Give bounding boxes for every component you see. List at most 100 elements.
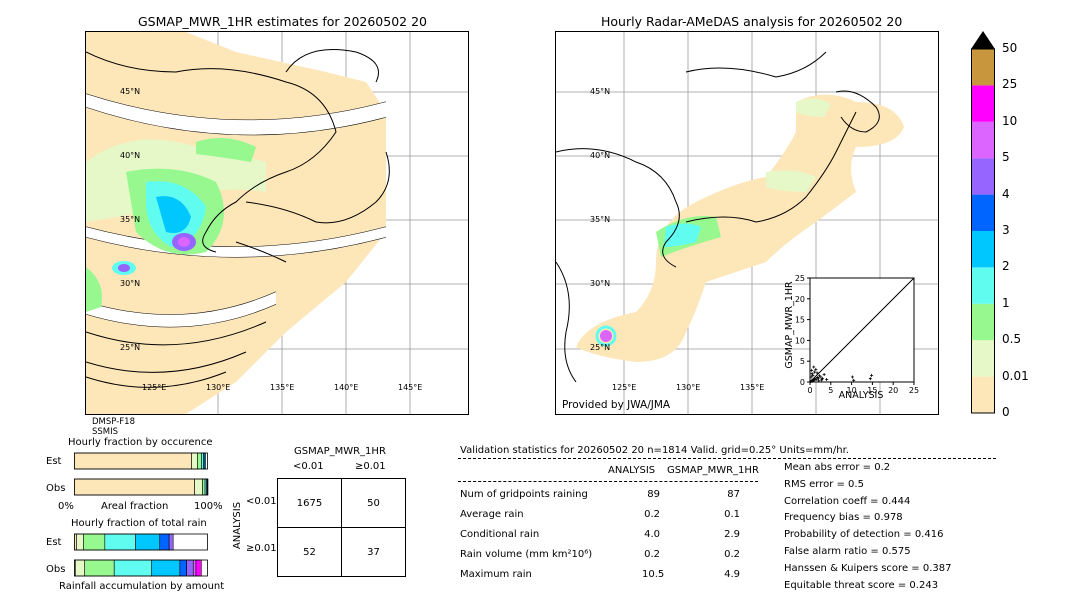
scatter-point [814, 368, 818, 372]
scatter-point [809, 375, 813, 379]
occ-cat-est: Est [46, 456, 62, 467]
left-lon-130: 130°E [206, 383, 230, 392]
left-map: 45°N 40°N 35°N 30°N 25°N 125°E 130°E 135… [85, 31, 469, 415]
scatter-ytick-label: 10 [795, 336, 805, 345]
val-score: Correlation coeff = 0.444 [784, 495, 911, 507]
ct-cell-11: 37 [341, 527, 406, 577]
occ-xlabel: Areal fraction [101, 501, 169, 512]
fraction-bar-segment [194, 478, 203, 496]
sensor-line-1: DMSP-F18 [92, 417, 135, 427]
scatter-xtick-label: 10 [847, 386, 857, 395]
val-row-label: Rain volume (mm km²10⁶) [460, 549, 593, 560]
scatter-point [868, 377, 872, 381]
colorbar-canvas [971, 31, 995, 414]
fraction-bar-frame [74, 478, 208, 496]
ct-col-2: ≥0.01 [355, 461, 386, 472]
scatter-point [810, 368, 814, 372]
rain-chart [74, 533, 208, 577]
left-lat-45: 45°N [120, 87, 140, 96]
val-row-analysis: 0.2 [644, 509, 660, 520]
val-row-gsmap: 4.9 [724, 569, 740, 580]
val-score: Hanssen & Kuipers score = 0.387 [784, 562, 952, 574]
ct-cell-01: 50 [341, 478, 406, 528]
colorbar-frame [971, 48, 995, 414]
left-lat-35: 35°N [120, 215, 140, 224]
colorbar-segment [971, 303, 995, 341]
rain-title: Hourly fraction of total rain [71, 518, 207, 529]
left-map-coastline [86, 49, 390, 263]
colorbar-label: 25 [1002, 77, 1018, 92]
rain-cat-obs: Obs [46, 564, 66, 575]
colorbar-label: 5 [1002, 150, 1010, 165]
occ-title: Hourly fraction by occurence [68, 437, 213, 448]
fraction-bar-segment [202, 478, 206, 496]
colorbar-segment [971, 340, 995, 377]
val-divider-mid [458, 481, 758, 482]
scatter-xtick-label: 0 [807, 386, 812, 395]
occ-tick-0: 0% [58, 501, 74, 512]
colorbar-segment [971, 49, 995, 86]
rain-cat-est: Est [46, 537, 62, 548]
left-lon-145: 145°E [398, 383, 422, 392]
fraction-bar-segment [151, 559, 181, 577]
right-lon-130: 130°E [676, 383, 700, 392]
scatter-xlabel: ANALYSIS [839, 390, 884, 401]
scatter-point [812, 378, 816, 382]
colorbar-label: 3 [1002, 223, 1010, 237]
colorbar-segment [971, 267, 995, 304]
val-score: Frequency bias = 0.978 [784, 512, 903, 524]
fraction-bar-segment [201, 452, 204, 470]
colorbar-label: 0 [1002, 405, 1010, 419]
colorbar-segment [971, 231, 995, 268]
right-lon-125: 125°E [612, 383, 636, 392]
fraction-bar-segment [186, 559, 194, 577]
fraction-bar-frame [74, 559, 208, 577]
scatter-point [812, 365, 816, 369]
ct-col-1: <0.01 [293, 461, 324, 472]
colorbar-segment [971, 85, 995, 122]
scatter-point [822, 373, 826, 377]
occ-chart [74, 452, 209, 496]
right-lat-35: 35°N [590, 215, 610, 224]
val-row-gsmap: 87 [727, 489, 740, 500]
left-map-gap-bands [86, 94, 386, 327]
val-row-analysis: 0.2 [644, 549, 660, 560]
ct-cell-00: 1675 [277, 478, 342, 528]
val-score: RMS error = 0.5 [784, 478, 864, 490]
scatter-point [815, 371, 819, 375]
val-row-label: Maximum rain [460, 569, 532, 580]
colorbar-segment [971, 376, 995, 413]
right-lat-30: 30°N [590, 279, 610, 288]
scatter-point [816, 376, 820, 380]
ct-row-2: ≥0.01 [246, 543, 277, 554]
val-row-gsmap: 0.2 [724, 549, 740, 560]
scatter-xtick-label: 25 [909, 386, 919, 395]
sensor-line-2: SSMIS [92, 427, 119, 437]
left-lon-135: 135°E [270, 383, 294, 392]
rain-xlabel: Rainfall accumulation by amount [59, 581, 225, 592]
ct-row-axis: ANALYSIS [232, 501, 244, 550]
scatter-point [811, 373, 815, 377]
fraction-bar-frame [74, 452, 208, 470]
right-lat-40: 40°N [590, 151, 610, 160]
val-score: False alarm ratio = 0.575 [784, 546, 911, 557]
val-row-label: Num of gridpoints raining [460, 489, 588, 500]
scatter-point [820, 378, 824, 382]
scatter-xtick-label: 15 [867, 386, 877, 395]
colorbar-label: 2 [1002, 259, 1010, 274]
fraction-bar-segment [84, 559, 115, 577]
fraction-bar-segment [74, 452, 192, 470]
val-score: Equitable threat score = 0.243 [784, 579, 939, 591]
ct-title: GSMAP_MWR_1HR [294, 446, 386, 457]
colorbar-label: 10 [1002, 113, 1018, 128]
fraction-bar-segment [195, 559, 202, 577]
scatter-point [813, 370, 817, 374]
val-row-gsmap: 0.1 [724, 509, 740, 520]
left-map-canvas: 45°N 40°N 35°N 30°N 25°N 125°E 130°E 135… [86, 32, 468, 414]
right-lon-135: 135°E [740, 383, 764, 392]
colorbar [971, 31, 995, 415]
fraction-bar-segment [75, 559, 86, 577]
colorbar-label: 50 [1002, 41, 1018, 55]
right-map-canvas: 45°N 40°N 35°N 30°N 25°N 125°E 130°E 135… [556, 32, 938, 414]
fraction-bar-frame [74, 533, 208, 551]
